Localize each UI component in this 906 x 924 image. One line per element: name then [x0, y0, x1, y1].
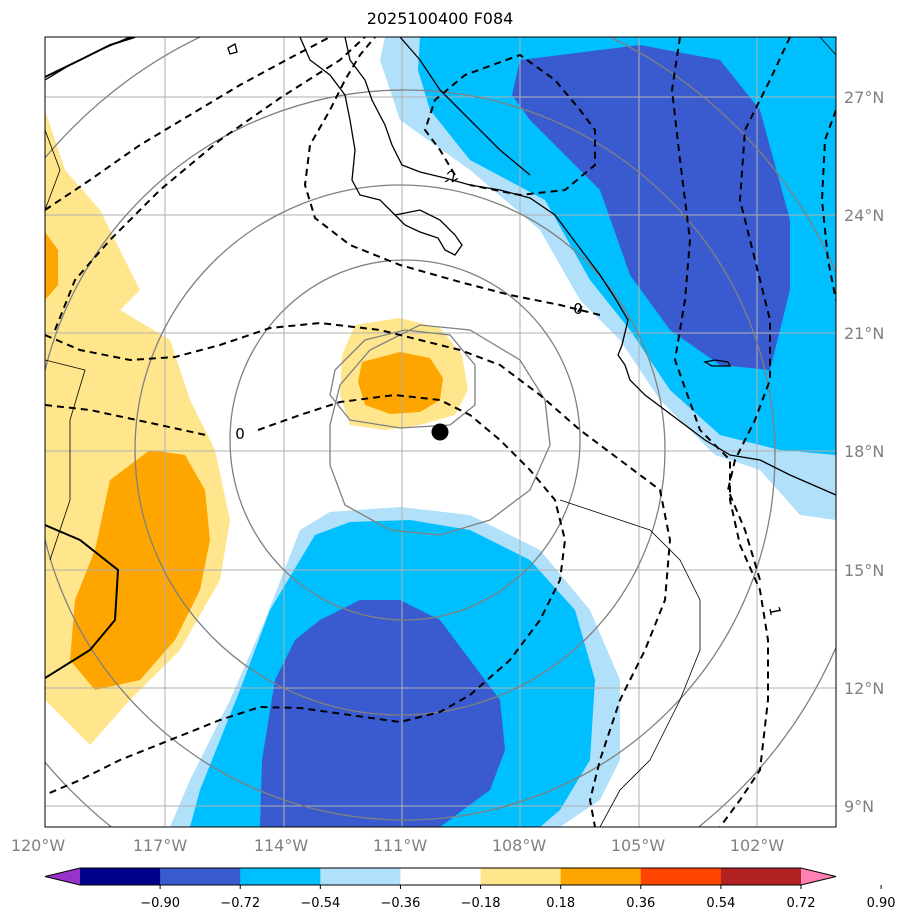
lon-tick-label: 114°W	[254, 836, 309, 855]
lat-tick-label: 9°N	[844, 797, 874, 816]
lat-tick-label: 15°N	[844, 561, 884, 580]
lat-tick-label: 12°N	[844, 679, 884, 698]
lat-tick-label: 24°N	[844, 206, 884, 225]
colorbar-segment	[240, 868, 321, 885]
dashed-contours	[45, 37, 836, 827]
colorbar-segment	[720, 868, 802, 885]
colorbar-segment	[560, 868, 642, 885]
colorbar-tick-label: −0.90	[140, 896, 180, 911]
contour-label: 1	[765, 605, 784, 618]
shaded-field	[45, 37, 836, 827]
colorbar-segment	[320, 868, 401, 885]
map-area: 0 -2 0 1	[45, 37, 836, 827]
gray-contours	[45, 37, 836, 827]
colorbar-segment	[400, 868, 482, 885]
lon-tick-label: 105°W	[611, 836, 666, 855]
colorbar-tick-label: −0.72	[220, 896, 260, 911]
lon-tick-label: 111°W	[373, 836, 428, 855]
colorbar-segment	[480, 868, 562, 885]
colorbar-tick-label: −0.18	[461, 896, 501, 911]
colorbar-segment	[160, 868, 241, 885]
lon-tick-label: 120°W	[11, 836, 66, 855]
colorbar-tick-label: 0.54	[706, 896, 735, 911]
map-frame	[44, 36, 837, 828]
colorbar-tick-label: 0.72	[787, 896, 816, 911]
colorbar-extend-low	[45, 868, 80, 885]
lon-tick-label: 117°W	[133, 836, 188, 855]
storm-center-marker	[431, 423, 449, 441]
lon-tick-labels: 120°W 117°W 114°W 111°W 108°W 105°W 102°…	[11, 836, 785, 855]
colorbar-tick-label: 0.36	[626, 896, 655, 911]
contour-label: 0	[235, 425, 245, 443]
colorbar	[44, 867, 837, 886]
lon-tick-label: 108°W	[492, 836, 547, 855]
colorbar-tick-label: 0.18	[546, 896, 575, 911]
colorbar-segment	[640, 868, 722, 885]
country-border	[45, 37, 836, 827]
colorbar-segment	[80, 868, 161, 885]
lat-tick-label: 18°N	[844, 442, 884, 461]
colorbar-tick-label: −0.36	[381, 896, 421, 911]
colorbar-tick-label: 0.90	[867, 896, 896, 911]
lat-tick-label: 27°N	[844, 88, 884, 107]
contour-label: 0	[573, 300, 583, 318]
map-title: 2025100400 F084	[366, 9, 514, 28]
colorbar-tick-label: −0.54	[300, 896, 340, 911]
graticule	[45, 37, 836, 827]
thick-contours	[45, 37, 136, 679]
colorbar-labels: −0.90 −0.72 −0.54 −0.36 −0.18 0.18 0.36 0.54 0.7…	[140, 885, 896, 911]
lon-tick-label: 102°W	[730, 836, 785, 855]
colorbar-extend-high	[801, 868, 836, 885]
lat-tick-labels: 27°N 24°N 21°N 18°N 15°N 12°N 9°N	[844, 88, 884, 816]
lat-tick-label: 21°N	[844, 324, 884, 343]
